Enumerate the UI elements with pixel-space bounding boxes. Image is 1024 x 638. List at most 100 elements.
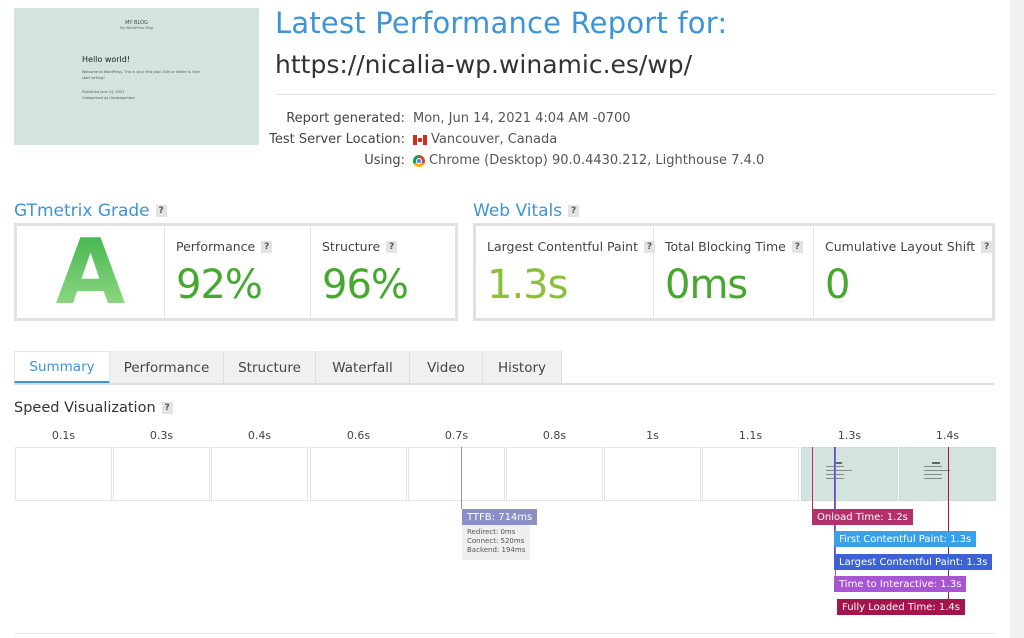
structure-label: Structure [322,239,381,254]
help-icon[interactable]: ? [643,240,655,253]
structure-score: 96% [322,262,409,308]
report-title: Latest Performance Report for: [275,6,728,40]
canada-flag-icon [413,134,427,145]
lcp-line [834,447,835,557]
frame-page-preview [834,462,842,464]
thumb-post-text: Welcome to WordPress. This is your first… [82,70,201,74]
report-generated-label: Report generated: [286,111,405,126]
filmstrip-frame[interactable] [211,447,308,501]
timeline-tick-label: 0.4s [247,429,272,442]
timeline-tick-label: 0.6s [346,429,371,442]
report-tabs: Summary Performance Structure Waterfall … [14,351,562,384]
header-divider [275,94,995,95]
filmstrip-frame[interactable] [113,447,210,501]
tti-marker: Time to Interactive: 1.3s [834,576,967,592]
chrome-icon [413,154,425,167]
performance-label: Performance [176,239,256,254]
fully-loaded-marker: Fully Loaded Time: 1.4s [837,599,965,615]
help-icon[interactable]: ? [791,240,803,253]
filmstrip-frame[interactable] [604,447,701,501]
bottom-divider [14,633,995,634]
thumb-blog-title: MY BLOG [125,20,148,26]
help-icon[interactable]: ? [161,402,173,414]
server-location-value: Vancouver, Canada [431,132,558,147]
tab-structure[interactable]: Structure [224,351,316,384]
cls-value: 0 [825,262,850,308]
grade-letter: A [17,220,164,325]
thumb-blog-tagline: My WordPress Blog [119,26,154,30]
web-vitals-heading: Web Vitals ? [473,201,580,221]
thumb-post-meta: Categorized as Uncategorized [82,96,135,100]
speed-visualization-heading: Speed Visualization ? [14,400,173,416]
ttfb-connect: Connect: 520ms [467,537,525,545]
ttfb-backend: Backend: 194ms [467,546,526,554]
tbt-label: Total Blocking Time [665,239,786,254]
structure-cell: Structure? 96% [311,226,455,318]
lcp-label: Largest Contentful Paint [487,239,638,254]
grade-cell: A [17,220,165,325]
frame-page-preview [924,478,942,479]
timeline-tick-label: 0.7s [444,429,469,442]
lcp-marker: Largest Contentful Paint: 1.3s [834,554,993,570]
help-icon[interactable]: ? [155,205,167,217]
frame-page-preview [924,466,942,467]
using-label: Using: [364,153,405,168]
filmstrip-frame[interactable] [899,447,996,501]
filmstrip-frame[interactable] [801,447,898,501]
help-icon[interactable]: ? [568,205,580,217]
tab-video[interactable]: Video [410,351,483,384]
filmstrip-frame[interactable] [506,447,603,501]
ttfb-marker: TTFB: 714ms [462,509,538,525]
report-generated-value: Mon, Jun 14, 2021 4:04 AM -0700 [413,111,631,126]
timeline-tick-label: 0.8s [542,429,567,442]
page-scrollbar[interactable] [1010,0,1024,638]
help-icon[interactable]: ? [261,240,273,253]
speed-visualization-title: Speed Visualization [14,400,156,416]
filmstrip-frame[interactable] [310,447,407,501]
website-screenshot-thumbnail: MY BLOG My WordPress Blog Hello world! W… [14,8,259,145]
filmstrip-frame[interactable] [15,447,112,501]
onload-marker: Onload Time: 1.2s [812,509,913,525]
help-icon[interactable]: ? [386,240,398,253]
filmstrip-frame[interactable] [408,447,505,501]
frame-page-preview [924,470,950,471]
web-vitals-title: Web Vitals [473,201,563,221]
thumb-post-title: Hello world! [82,55,131,64]
tab-history[interactable]: History [483,351,562,384]
tbt-cell: Total Blocking Time? 0ms [654,226,814,318]
frame-page-preview [924,474,942,475]
frame-page-preview [932,462,940,464]
tbt-value: 0ms [665,262,748,308]
fully-loaded-line [948,447,949,601]
tab-performance[interactable]: Performance [110,351,224,384]
ttfb-line [461,447,462,509]
tab-summary[interactable]: Summary [14,351,110,384]
ttfb-breakdown: Redirect: 0ms Connect: 520ms Backend: 19… [462,525,530,560]
gtmetrix-grade-heading: GTmetrix Grade ? [14,201,167,221]
tab-waterfall[interactable]: Waterfall [316,351,410,384]
server-location-label: Test Server Location: [269,132,405,147]
help-icon[interactable]: ? [981,240,993,253]
timeline-tick-label: 1.3s [837,429,862,442]
cls-label: Cumulative Layout Shift [825,239,976,254]
report-url[interactable]: https://nicalia-wp.winamic.es/wp/ [275,50,693,79]
performance-cell: Performance? 92% [165,226,311,318]
cls-cell: Cumulative Layout Shift? 0 [814,226,993,318]
lcp-cell: Largest Contentful Paint? 1.3s [476,226,655,318]
web-vitals-panel: Largest Contentful Paint? 1.3s Total Blo… [473,223,995,321]
onload-line [812,447,813,511]
thumb-post-text: start writing! [82,76,105,80]
timeline-tick-label: 1s [646,429,659,442]
timeline-tick-label: 1.1s [738,429,763,442]
ttfb-redirect: Redirect: 0ms [467,528,516,536]
lcp-value: 1.3s [487,262,568,308]
gtmetrix-grade-panel: A Performance? 92% Structure? 96% [14,220,458,325]
timeline-tick-label: 1.4s [935,429,960,442]
fcp-marker: First Contentful Paint: 1.3s [834,531,977,547]
timeline-tick-label: 0.1s [51,429,76,442]
thumb-post-meta: Published June 14, 2021 [82,90,125,94]
filmstrip-frame[interactable] [702,447,799,501]
using-value: Chrome (Desktop) 90.0.4430.212, Lighthou… [429,153,765,168]
tab-divider [14,383,995,385]
gtmetrix-grade-title: GTmetrix Grade [14,201,150,221]
